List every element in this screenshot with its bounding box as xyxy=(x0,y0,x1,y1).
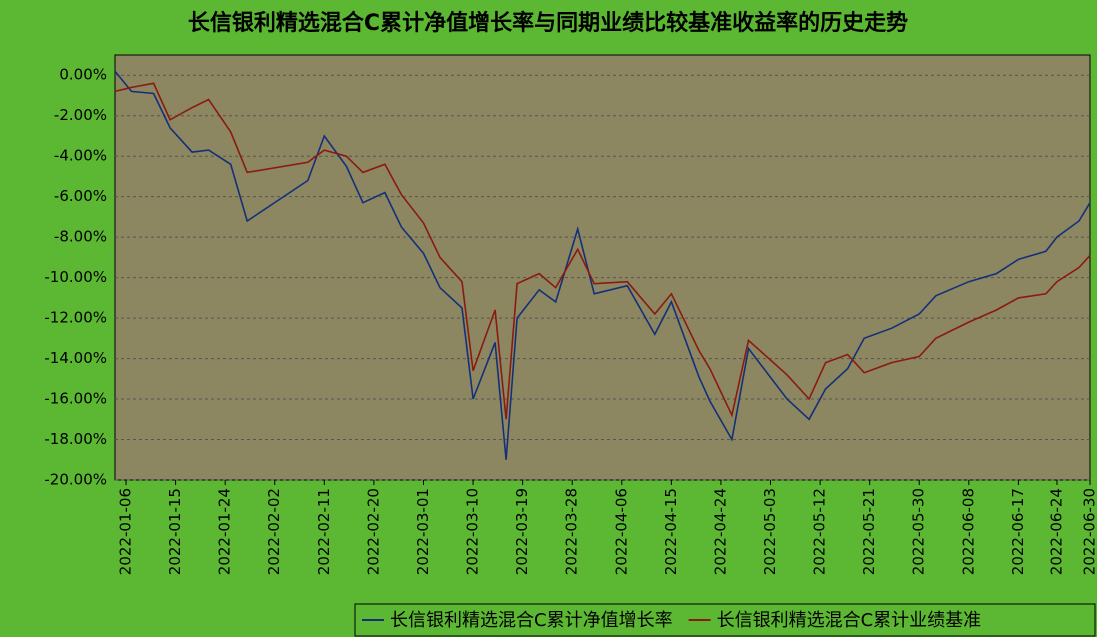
x-tick-label: 2022-03-19 xyxy=(513,488,531,575)
legend-label: 长信银利精选混合C累计净值增长率 xyxy=(390,610,673,631)
y-tick-label: -4.00% xyxy=(54,147,107,165)
x-tick-label: 2022-06-17 xyxy=(1009,488,1027,575)
x-tick-label: 2022-04-24 xyxy=(711,488,729,575)
series-line xyxy=(114,70,1091,460)
y-tick-label: 0.00% xyxy=(59,66,107,84)
x-tick-label: 2022-01-06 xyxy=(117,488,135,575)
x-tick-label: 2022-05-21 xyxy=(860,488,878,575)
y-tick-label: -8.00% xyxy=(54,228,107,246)
x-tick-label: 2022-02-11 xyxy=(315,488,333,575)
x-tick-label: 2022-05-30 xyxy=(910,488,928,575)
plot-area xyxy=(114,54,1091,481)
x-tick-label: 2022-06-08 xyxy=(959,488,977,575)
y-tick-label: -20.00% xyxy=(44,471,107,489)
x-tick-label: 2022-06-24 xyxy=(1047,488,1065,575)
y-tick-label: -10.00% xyxy=(44,268,107,286)
y-tick-label: -16.00% xyxy=(44,390,107,408)
legend xyxy=(354,603,1096,637)
y-tick-label: -12.00% xyxy=(44,309,107,327)
y-tick-label: -18.00% xyxy=(44,430,107,448)
x-tick-label: 2022-04-15 xyxy=(662,488,680,575)
legend-label: 长信银利精选混合C累计业绩基准 xyxy=(717,610,982,631)
y-tick-label: -2.00% xyxy=(54,106,107,124)
x-tick-label: 2022-05-12 xyxy=(811,488,829,575)
x-tick-label: 2022-01-24 xyxy=(216,488,234,575)
x-tick-label: 2022-04-06 xyxy=(612,488,630,575)
x-tick-label: 2022-05-03 xyxy=(761,488,779,575)
y-tick-label: -6.00% xyxy=(54,187,107,205)
chart-title: 长信银利精选混合C累计净值增长率与同期业绩比较基准收益率的历史走势 xyxy=(188,10,908,36)
y-tick-label: -14.00% xyxy=(44,349,107,367)
x-tick-label: 2022-06-30 xyxy=(1081,488,1097,575)
x-tick-label: 2022-03-28 xyxy=(563,488,581,575)
x-tick-label: 2022-02-02 xyxy=(265,488,283,575)
x-tick-label: 2022-03-01 xyxy=(414,488,432,575)
series-line xyxy=(114,82,1091,420)
x-tick-label: 2022-03-10 xyxy=(464,488,482,575)
x-tick-label: 2022-01-15 xyxy=(166,488,184,575)
x-tick-label: 2022-02-20 xyxy=(364,488,382,575)
